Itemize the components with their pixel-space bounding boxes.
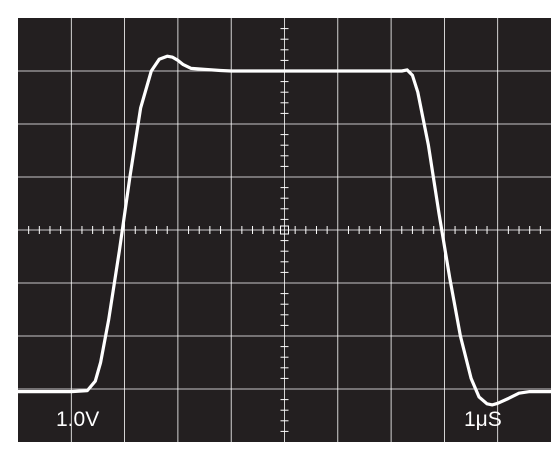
volts-per-division-label: 1.0V xyxy=(56,408,100,431)
center-marker xyxy=(280,225,289,235)
signal-trace xyxy=(16,54,553,407)
time-per-division-label: 1μS xyxy=(464,408,502,431)
